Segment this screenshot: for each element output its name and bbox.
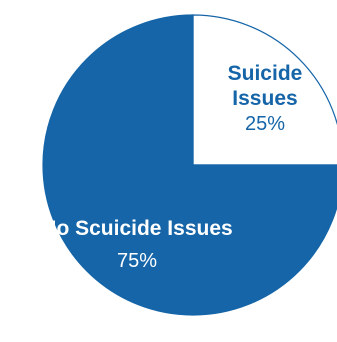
pie-slice-no-scuicide-issues bbox=[42, 14, 337, 316]
pie-slice-suicide-issues bbox=[192, 14, 337, 166]
slice-value-label: 75% bbox=[117, 250, 157, 272]
slice-name-label: No Scuicide Issues bbox=[41, 217, 232, 240]
slice-name-label: Issues bbox=[232, 87, 297, 110]
slice-value-label: 25% bbox=[245, 113, 285, 135]
slice-label-group-1: No Scuicide Issues 75% bbox=[41, 217, 232, 272]
slice-name-label: Suicide bbox=[228, 62, 303, 85]
